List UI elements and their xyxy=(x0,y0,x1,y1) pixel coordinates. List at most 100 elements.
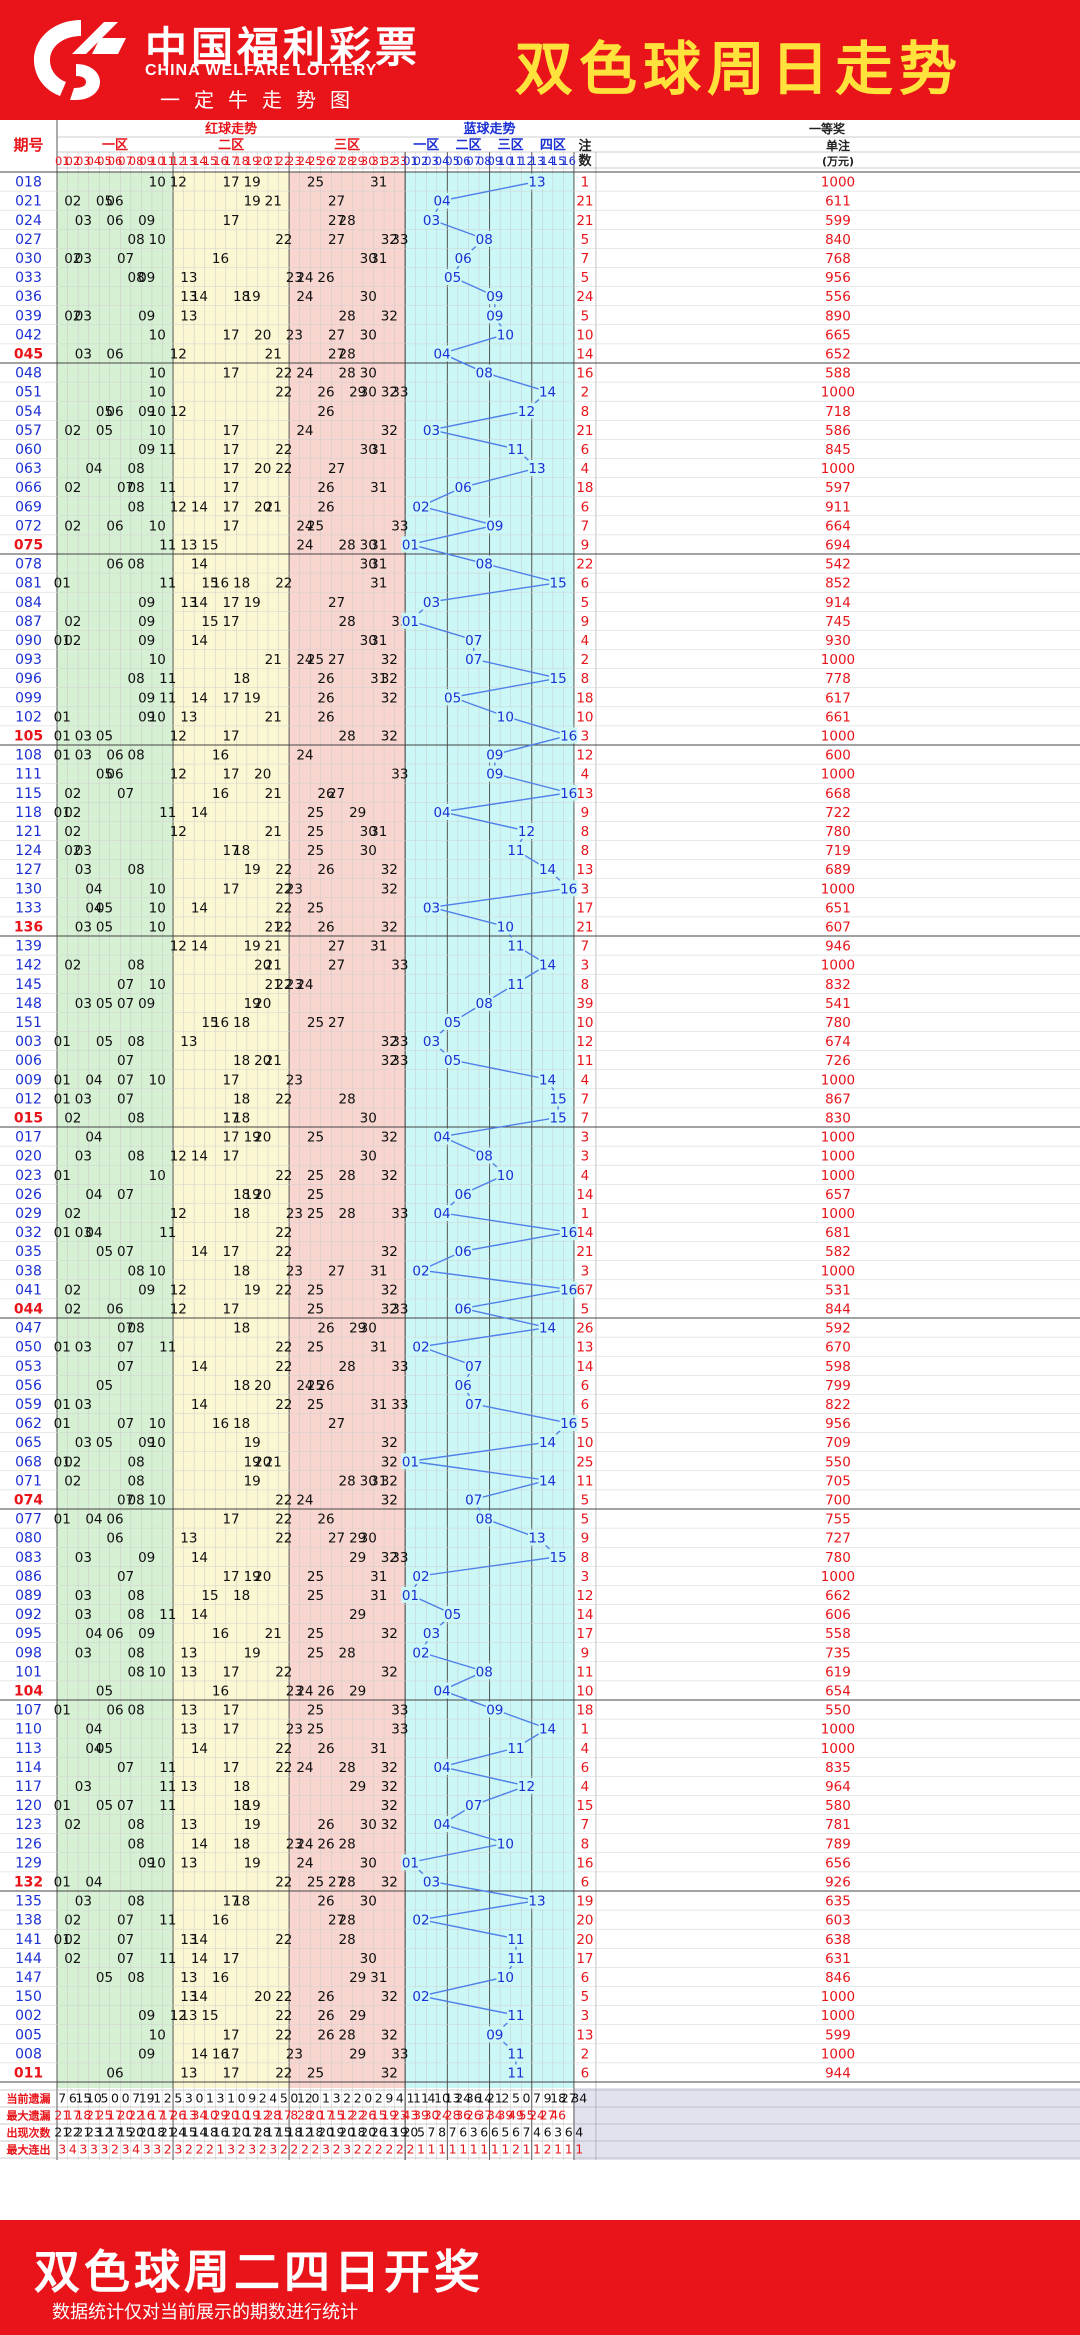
red-ball-number: 22 xyxy=(275,1664,292,1680)
prize-count: 6 xyxy=(581,2065,590,2081)
red-ball-number: 24 xyxy=(296,423,313,439)
prize-amount: 781 xyxy=(825,1817,851,1833)
red-ball-number: 20 xyxy=(254,1569,271,1585)
prize-amount: 926 xyxy=(825,1874,851,1890)
blue-ball-number: 09 xyxy=(486,518,503,534)
prize-amount: 1000 xyxy=(821,1149,855,1165)
red-ball-number: 28 xyxy=(339,728,356,744)
prize-count: 5 xyxy=(581,232,590,248)
red-ball-number: 22 xyxy=(275,232,292,248)
red-ball-number: 17 xyxy=(222,1149,239,1165)
stat-value: 0 xyxy=(290,2091,298,2106)
stat-value: 10 xyxy=(434,2091,450,2106)
red-ball-number: 30 xyxy=(360,385,377,401)
stat-value: 7 xyxy=(132,2091,140,2106)
red-ball-number: 26 xyxy=(317,385,334,401)
red-ball-number: 22 xyxy=(275,2065,292,2081)
red-ball-number: 17 xyxy=(222,423,239,439)
stat-value: 22 xyxy=(350,2108,366,2123)
red-ball-number: 10 xyxy=(149,175,166,191)
prize-count: 8 xyxy=(581,1836,590,1852)
red-ball-number: 22 xyxy=(275,576,292,592)
issue-number: 151 xyxy=(15,1015,42,1031)
red-ball-number: 31 xyxy=(370,251,387,267)
red-ball-number: 30 xyxy=(360,843,377,859)
red-ball-number: 21 xyxy=(265,1053,282,1069)
red-ball-number: 18 xyxy=(233,1416,250,1432)
red-ball-number: 18 xyxy=(233,1588,250,1604)
issue-number: 099 xyxy=(15,690,42,706)
blue-ball-number: 01 xyxy=(402,614,419,630)
red-ball-number: 17 xyxy=(222,728,239,744)
issue-number: 093 xyxy=(15,652,42,668)
prize-amount: 956 xyxy=(825,270,851,286)
blue-ball-number: 06 xyxy=(455,1244,472,1260)
blue-ball-number: 01 xyxy=(402,1454,419,1470)
blue-ball-number: 01 xyxy=(402,1855,419,1871)
red-ball-number: 16 xyxy=(212,748,229,764)
red-ball-number: 33 xyxy=(391,1359,408,1375)
red-ball-number: 22 xyxy=(275,366,292,382)
blue-ball-number: 07 xyxy=(465,1798,482,1814)
stat-value: 12 xyxy=(297,2125,313,2140)
prize-amount: 789 xyxy=(825,1836,851,1852)
prize-amount: 1000 xyxy=(821,1722,855,1738)
red-ball-number: 30 xyxy=(360,1894,377,1910)
red-ball-number: 10 xyxy=(149,900,166,916)
prize-amount: 635 xyxy=(825,1894,851,1910)
stat-value: 18 xyxy=(350,2125,366,2140)
red-ball-number: 13 xyxy=(180,1703,197,1719)
red-ball-number: 05 xyxy=(96,996,113,1012)
red-ball-number: 13 xyxy=(180,1664,197,1680)
red-ball-number: 27 xyxy=(328,461,345,477)
red-ball-number: 13 xyxy=(180,289,197,305)
stat-value: 2 xyxy=(343,2091,351,2106)
red-ball-number: 32 xyxy=(381,1989,398,2005)
red-ball-number: 32 xyxy=(381,1168,398,1184)
prize-amount: 1000 xyxy=(821,1263,855,1279)
issue-number: 051 xyxy=(15,385,42,401)
blue-ball-number: 12 xyxy=(518,824,535,840)
blue-ball-number: 15 xyxy=(550,1110,567,1126)
red-ball-number: 33 xyxy=(391,958,408,974)
red-ball-number: 11 xyxy=(159,1913,176,1929)
red-ball-number: 31 xyxy=(370,1569,387,1585)
stat-value: 15 xyxy=(276,2125,292,2140)
stat-value: 26 xyxy=(466,2108,482,2123)
blue-ball-number: 16 xyxy=(560,728,577,744)
red-ball-number: 06 xyxy=(106,346,123,362)
prize-amount: 558 xyxy=(825,1626,851,1642)
stat-value: 0 xyxy=(122,2091,130,2106)
red-ball-number: 32 xyxy=(381,881,398,897)
red-ball-number: 16 xyxy=(212,1626,229,1642)
prize-count: 15 xyxy=(576,1798,593,1814)
red-ball-number: 27 xyxy=(328,213,345,229)
footer: 双色球周二四日开奖 数据统计仅对当前展示的期数进行统计 xyxy=(0,2220,1080,2335)
stat-value: 0 xyxy=(238,2091,246,2106)
red-ball-number: 23 xyxy=(286,1263,303,1279)
red-ball-number: 08 xyxy=(128,1894,145,1910)
blue-number-header: 05 xyxy=(445,154,460,168)
blue-number-header: 10 xyxy=(498,154,513,168)
red-ball-number: 26 xyxy=(317,2027,334,2043)
prize-amount: 598 xyxy=(825,1359,851,1375)
stat-value: 1 xyxy=(565,2142,573,2157)
prize-count: 10 xyxy=(576,1683,593,1699)
stat-value: 17 xyxy=(160,2108,176,2123)
issue-column-header: 期号 xyxy=(13,136,43,154)
issue-number: 148 xyxy=(15,996,42,1012)
red-ball-number: 19 xyxy=(244,1282,261,1298)
stat-value: 20 xyxy=(308,2108,324,2123)
red-ball-number: 08 xyxy=(128,748,145,764)
stat-value: 3 xyxy=(153,2142,161,2157)
blue-ball-number: 07 xyxy=(465,1492,482,1508)
prize-amount: 1000 xyxy=(821,1989,855,2005)
red-number-header: 09 xyxy=(139,154,154,168)
red-ball-number: 25 xyxy=(307,805,324,821)
red-ball-number: 24 xyxy=(296,1855,313,1871)
red-ball-number: 14 xyxy=(191,939,208,955)
blue-ball-number: 05 xyxy=(444,1015,461,1031)
red-ball-number: 33 xyxy=(391,1034,408,1050)
red-ball-number: 02 xyxy=(64,1206,81,1222)
red-ball-number: 33 xyxy=(391,518,408,534)
